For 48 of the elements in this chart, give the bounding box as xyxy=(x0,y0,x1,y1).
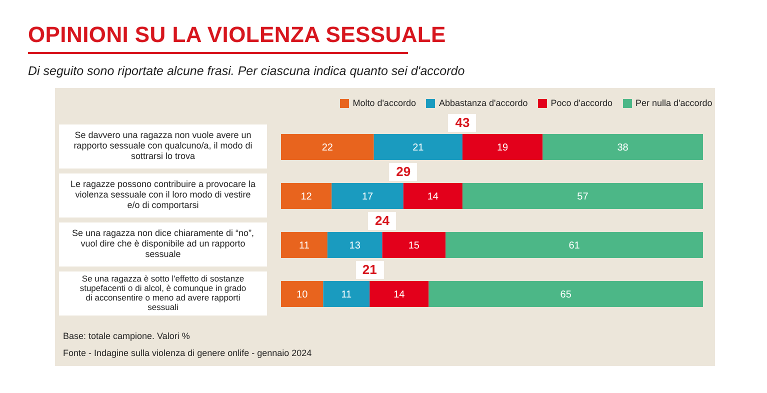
bar xyxy=(462,134,543,160)
bar xyxy=(281,232,328,258)
bar xyxy=(281,281,324,307)
text: Base: totale campione. Valori % xyxy=(63,330,191,343)
bar xyxy=(281,134,374,160)
bar xyxy=(428,281,703,307)
data-label: 61 xyxy=(568,240,580,252)
data-label: 17 xyxy=(362,192,374,203)
bar xyxy=(323,281,370,307)
bar xyxy=(542,134,703,160)
bar xyxy=(382,232,446,258)
annotation: 21 xyxy=(356,260,384,278)
data-label: 11 xyxy=(299,240,310,252)
y-tick-label: Le ragazze possono contribuire a provocare la violenza sessuale con il loro modo di vestire e/o di comportarsi xyxy=(70,179,256,210)
bar xyxy=(332,183,404,209)
data-label: 10 xyxy=(296,290,308,301)
chart-title: OPINIONI SU LA VIOLENZA SESSUALE xyxy=(28,22,446,48)
legend-label: Poco d'accordo xyxy=(550,98,613,108)
annotation: 43 xyxy=(448,114,476,132)
bar xyxy=(327,232,382,258)
data-label: 21 xyxy=(412,142,424,154)
y-tick-label: Se una ragazza non dice chiaramente di “no”, vuol dire che è disponibile ad un rapporto sessuale xyxy=(72,228,254,260)
source-note: Fonte - Indagine sulla violenza di genere onlife - gennaio 2024 xyxy=(63,347,312,360)
bar xyxy=(446,232,703,258)
annotation: 29 xyxy=(389,162,418,180)
bar xyxy=(281,183,332,209)
data-label: 65 xyxy=(560,290,572,301)
data-label: 13 xyxy=(349,240,361,252)
data-label: 57 xyxy=(577,192,589,203)
data-label: 38 xyxy=(617,142,629,154)
data-label: 11 xyxy=(341,290,352,301)
y-tick-label: Se davvero una ragazza non vuole avere un rapporto sessuale con qualcuno/a, il modo di sottrarsi lo trova xyxy=(74,130,252,162)
legend-label: Per nulla d'accordo xyxy=(636,98,712,108)
legend-label: Molto d'accordo xyxy=(352,98,416,108)
data-label: 19 xyxy=(496,142,509,154)
y-tick-label: Se una ragazza è sotto l'effetto di sostanze stupefacenti o di alcol, è comunque in grado di acconsentire o meno ad avere rapporti sessuali xyxy=(80,274,246,312)
bar xyxy=(462,183,703,209)
annotation: 24 xyxy=(368,212,396,230)
legend-label: Abbastanza d'accordo xyxy=(438,98,528,108)
data-label: 14 xyxy=(427,192,439,203)
bar xyxy=(374,134,462,160)
data-label: 12 xyxy=(300,192,312,203)
data-label: 14 xyxy=(394,290,406,301)
chart-subtitle: Di seguito sono riportate alcune frasi. Per ciascuna indica quanto sei d'accordo xyxy=(28,64,465,78)
data-label: 15 xyxy=(408,240,420,252)
data-label: 22 xyxy=(322,142,334,154)
bar xyxy=(403,183,462,209)
bar xyxy=(370,281,429,307)
